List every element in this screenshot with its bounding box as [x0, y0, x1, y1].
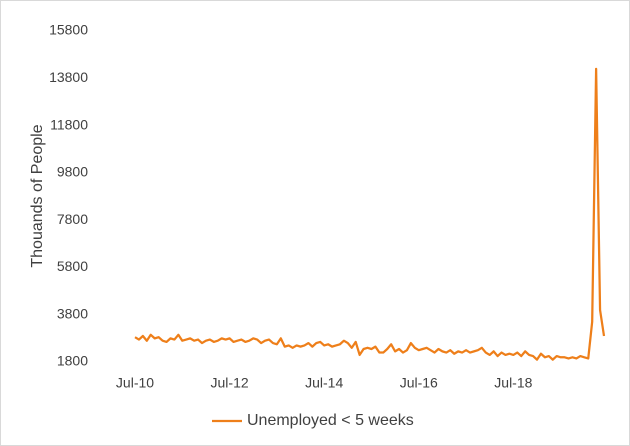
y-tick-label: 15800	[49, 22, 88, 38]
y-tick-label: 11800	[50, 116, 88, 132]
y-tick-label: 9800	[57, 164, 88, 180]
legend-label: Unemployed < 5 weeks	[247, 412, 414, 429]
series-line	[134, 67, 606, 361]
y-tick-label: 7800	[57, 211, 88, 227]
y-tick-label: 13800	[49, 69, 88, 85]
x-tick-label: Jul-12	[211, 375, 249, 391]
x-tick-label: Jul-10	[116, 375, 154, 391]
x-tick-label: Jul-18	[494, 375, 532, 391]
x-tick-label: Jul-14	[305, 375, 343, 391]
y-tick-label: 5800	[57, 258, 88, 274]
x-tick-label: Jul-16	[400, 375, 438, 391]
y-axis-label: Thouands of People	[29, 124, 46, 267]
y-tick-label: 3800	[57, 305, 88, 321]
y-tick-label: 1800	[57, 353, 88, 369]
